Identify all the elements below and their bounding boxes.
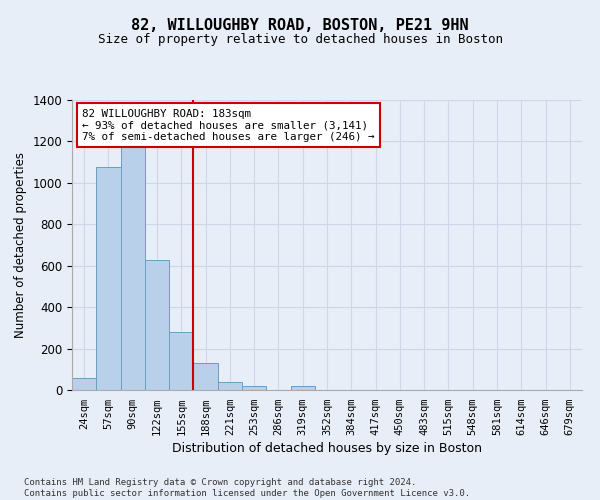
Bar bbox=[193, 363, 218, 390]
Text: 82, WILLOUGHBY ROAD, BOSTON, PE21 9HN: 82, WILLOUGHBY ROAD, BOSTON, PE21 9HN bbox=[131, 18, 469, 32]
Bar bbox=[145, 260, 169, 390]
Text: Contains HM Land Registry data © Crown copyright and database right 2024.
Contai: Contains HM Land Registry data © Crown c… bbox=[24, 478, 470, 498]
Y-axis label: Number of detached properties: Number of detached properties bbox=[14, 152, 27, 338]
Text: Size of property relative to detached houses in Boston: Size of property relative to detached ho… bbox=[97, 32, 503, 46]
X-axis label: Distribution of detached houses by size in Boston: Distribution of detached houses by size … bbox=[172, 442, 482, 455]
Bar bbox=[96, 168, 121, 390]
Bar bbox=[242, 386, 266, 390]
Bar bbox=[121, 133, 145, 390]
Bar bbox=[169, 332, 193, 390]
Text: 82 WILLOUGHBY ROAD: 183sqm
← 93% of detached houses are smaller (3,141)
7% of se: 82 WILLOUGHBY ROAD: 183sqm ← 93% of deta… bbox=[82, 108, 374, 142]
Bar bbox=[72, 378, 96, 390]
Bar bbox=[290, 386, 315, 390]
Bar bbox=[218, 382, 242, 390]
